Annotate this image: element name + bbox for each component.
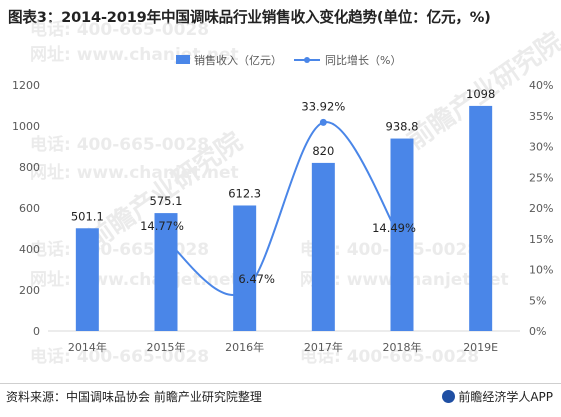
x-tick-label: 2014年 xyxy=(68,340,107,354)
y-right-tick-label: 20% xyxy=(529,202,553,215)
legend-bar-swatch xyxy=(176,55,190,64)
y-right-tick-label: 40% xyxy=(529,79,553,92)
growth-data-label: 14.77% xyxy=(140,219,184,233)
legend-bar-label: 销售收入（亿元） xyxy=(194,53,282,67)
chart-area: 电话: 400-665-0028 网址: www.chanjet.net 电话: 4… xyxy=(12,19,561,367)
watermark-text: 电话: 400-665-0028 xyxy=(30,346,209,367)
watermark-text: 电话: 400-665-0028 xyxy=(30,19,209,40)
y-left-tick-label: 1000 xyxy=(12,120,40,133)
bar-data-label: 612.3 xyxy=(228,186,261,200)
watermark-text: 电话: 400-665-0028 xyxy=(300,346,479,367)
watermark-text: 网址: www.chanjet.net xyxy=(30,270,239,290)
bar xyxy=(154,213,178,331)
chart-title: 图表3：2014-2019年中国调味品行业销售收入变化趋势(单位：亿元，%) xyxy=(8,9,491,26)
bar xyxy=(311,162,335,331)
bar-data-label: 820 xyxy=(312,144,334,158)
x-tick-label: 2018年 xyxy=(383,340,422,354)
x-tick-label: 2019E xyxy=(463,341,498,354)
bar xyxy=(233,205,257,331)
y-left-tick-label: 800 xyxy=(19,161,40,174)
y-left-tick-label: 400 xyxy=(19,243,40,256)
y-left-tick-label: 1200 xyxy=(12,79,40,92)
bar xyxy=(390,138,414,331)
y-left-tick-label: 600 xyxy=(19,202,40,215)
x-tick-label: 2015年 xyxy=(147,340,186,354)
watermark-text: 网址: www.chanjet.net xyxy=(30,163,239,183)
footer-divider xyxy=(0,383,561,384)
growth-point xyxy=(162,236,170,244)
x-tick-label: 2016年 xyxy=(225,340,264,354)
y-right-tick-label: 30% xyxy=(529,141,553,154)
growth-point xyxy=(398,238,406,246)
legend-line-marker xyxy=(304,57,310,63)
bar-data-label: 501.1 xyxy=(71,209,104,223)
y-right-tick-label: 25% xyxy=(529,171,553,184)
y-right-tick-label: 35% xyxy=(529,110,553,123)
legend: 销售收入（亿元） 同比增长（%） xyxy=(176,53,401,67)
y-right-tick-label: 0% xyxy=(529,325,546,338)
bar xyxy=(469,105,493,331)
bar-data-label: 575.1 xyxy=(150,194,183,208)
growth-data-label: 6.47% xyxy=(238,272,275,286)
bar-data-label: 1098 xyxy=(466,87,495,101)
y-right-tick-label: 15% xyxy=(529,233,553,246)
growth-data-label: 14.49% xyxy=(372,221,416,235)
growth-data-label: 33.92% xyxy=(301,99,345,113)
growth-line xyxy=(165,121,403,296)
y-right-tick-label: 10% xyxy=(529,264,553,277)
source-note: 资料来源：中国调味品协会 前瞻产业研究院整理 xyxy=(6,390,262,404)
y-left-tick-label: 200 xyxy=(19,284,40,297)
legend-line-label: 同比增长（%） xyxy=(325,53,401,67)
brand-name: 前瞻经济学人APP xyxy=(458,390,553,404)
growth-point xyxy=(241,287,249,295)
watermark-text: 电话: 400-665-0028 xyxy=(30,134,209,155)
growth-point xyxy=(319,118,327,126)
bar-data-label: 938.8 xyxy=(386,120,419,134)
watermark-text: 电话: 400-665-0028 xyxy=(300,239,479,260)
y-left-tick-label: 0 xyxy=(33,325,40,338)
brand: 前瞻经济学人APP xyxy=(442,388,553,405)
brand-logo-icon xyxy=(442,390,456,403)
x-tick-label: 2017年 xyxy=(304,340,343,354)
y-right-tick-label: 5% xyxy=(529,294,546,307)
bar xyxy=(75,228,99,331)
